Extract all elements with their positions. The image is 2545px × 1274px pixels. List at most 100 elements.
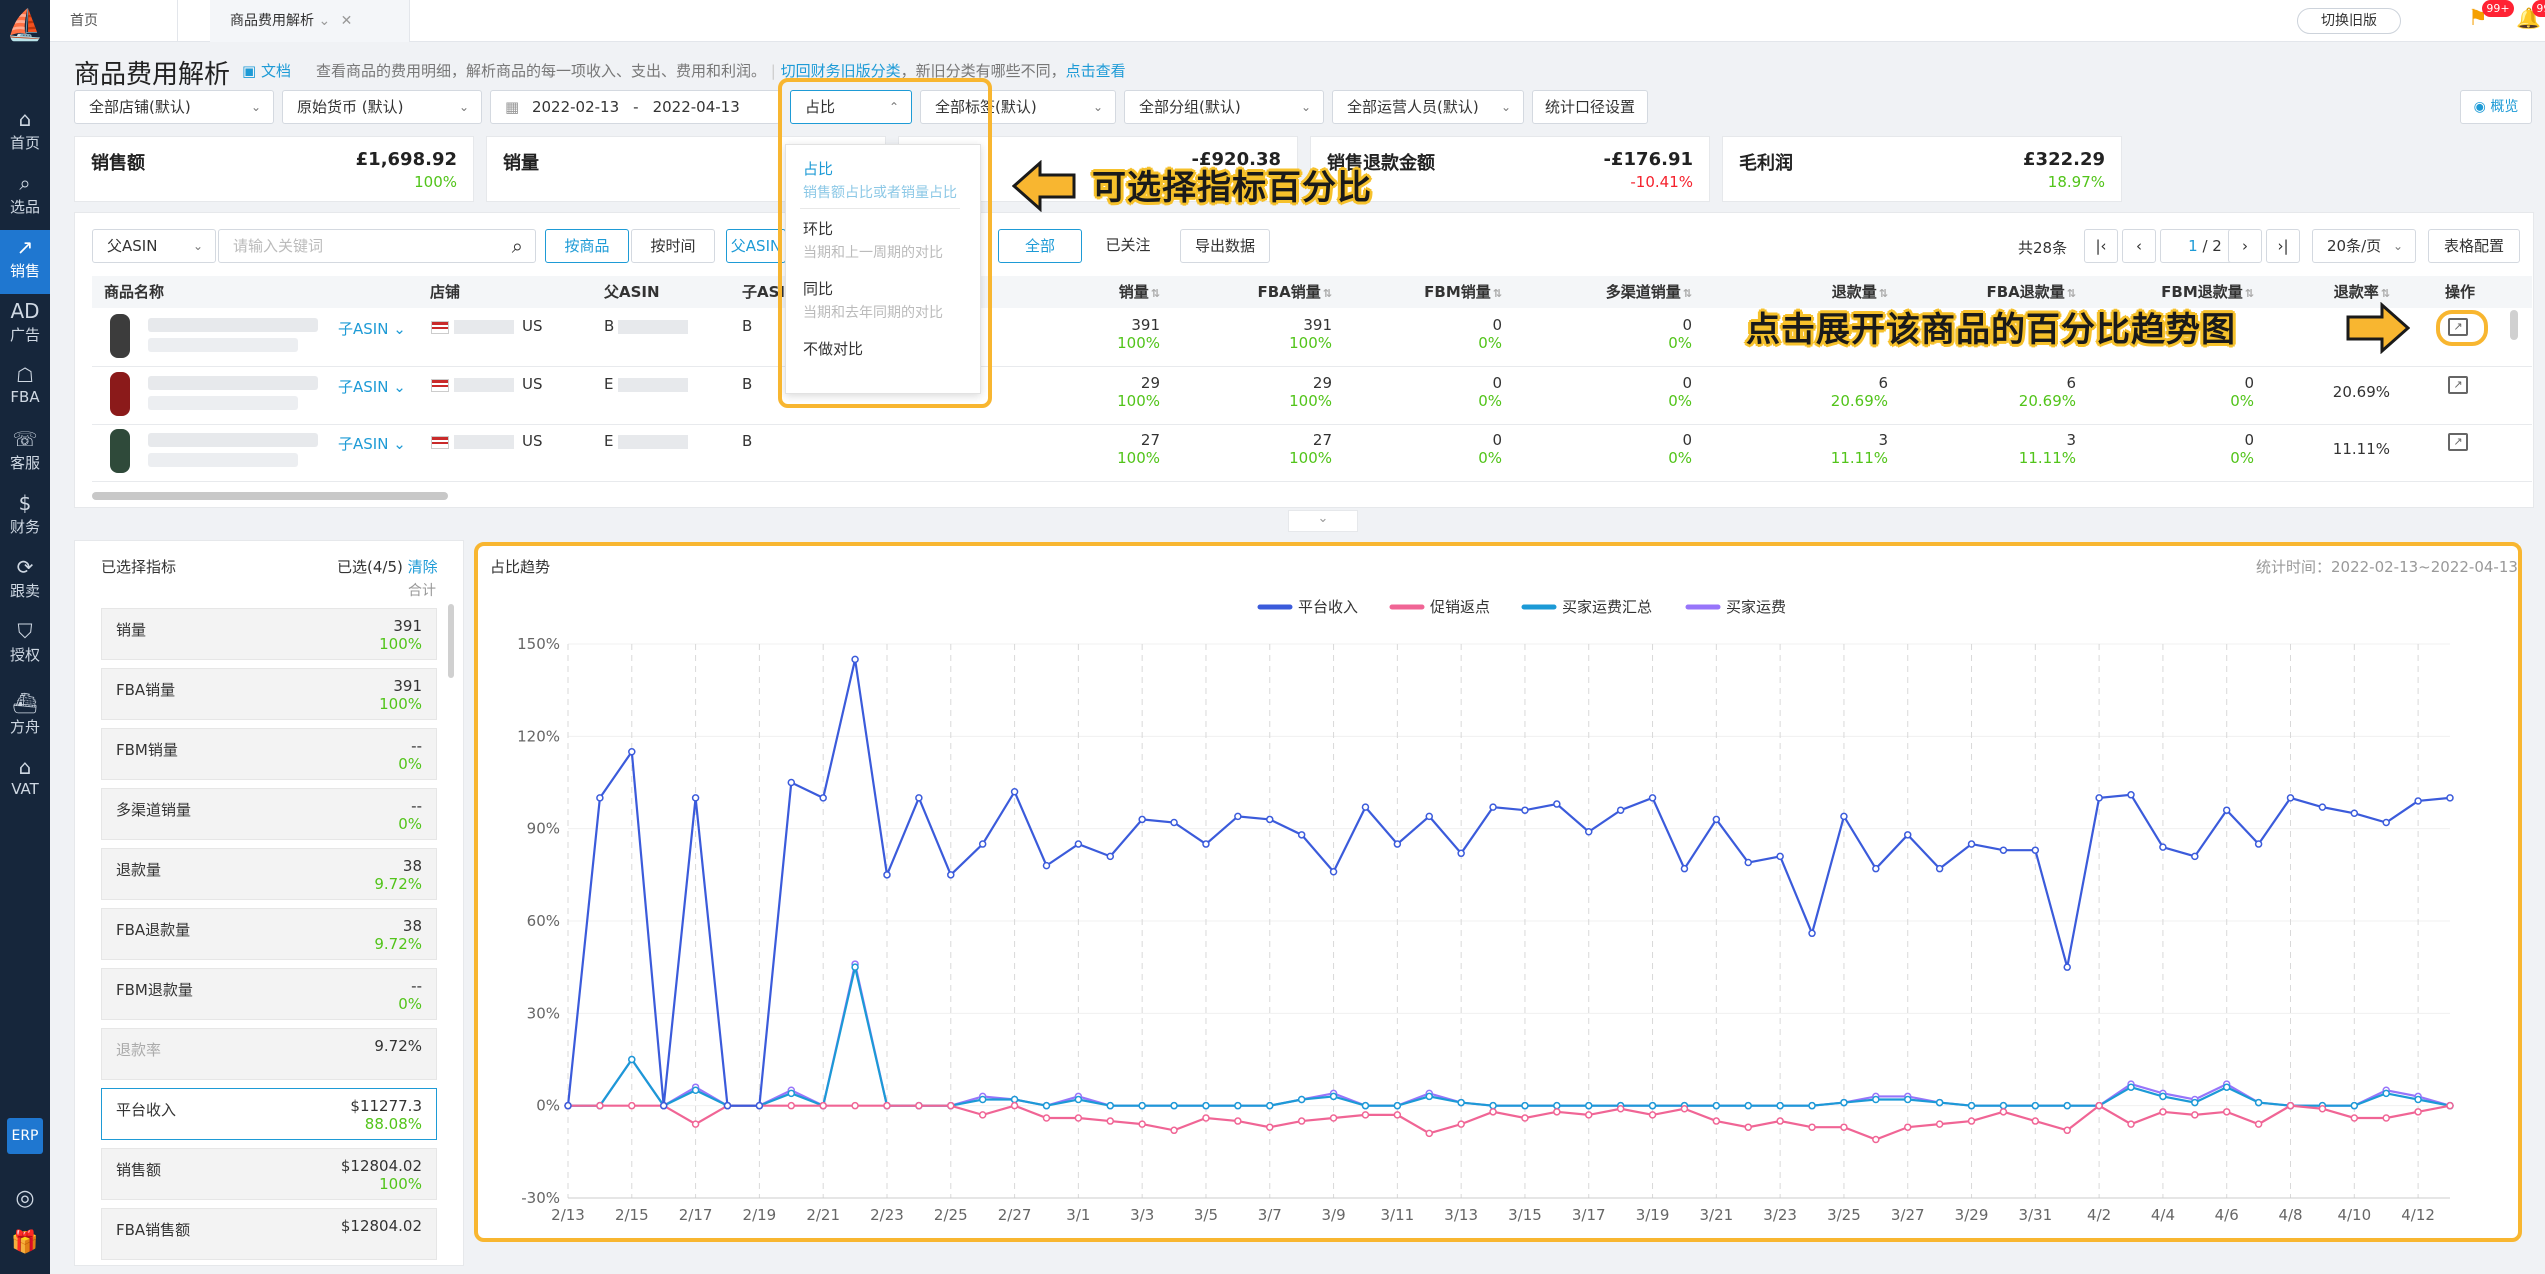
sort-icon[interactable]: ⇅ bbox=[1322, 287, 1332, 300]
data-point bbox=[1903, 831, 1912, 839]
sort-icon[interactable]: ⇅ bbox=[2244, 287, 2254, 300]
sidebar-item-vat[interactable]: ⌂ VAT bbox=[0, 750, 50, 814]
caliber-settings-button[interactable]: 统计口径设置 bbox=[1532, 90, 1648, 124]
sort-icon[interactable]: ⇅ bbox=[1682, 287, 1692, 300]
sort-icon[interactable]: ⇅ bbox=[2066, 287, 2076, 300]
prev-page-icon[interactable]: ‹ bbox=[2122, 229, 2156, 263]
data-point bbox=[1648, 1101, 1657, 1110]
legend-item[interactable]: 买家运费 bbox=[1685, 598, 1786, 616]
metric-item[interactable]: 销售额 $12804.02 100% bbox=[101, 1148, 437, 1200]
sidebar-item-finance[interactable]: $ 财务 bbox=[0, 486, 50, 550]
sort-icon[interactable]: ⇅ bbox=[1878, 287, 1888, 300]
last-page-icon[interactable]: ›| bbox=[2266, 229, 2300, 263]
vertical-scrollbar[interactable] bbox=[2510, 310, 2518, 340]
sidebar-item-ads[interactable]: AD 广告 bbox=[0, 294, 50, 358]
sort-icon[interactable]: ⇅ bbox=[1150, 287, 1160, 300]
legend-item[interactable]: 买家运费汇总 bbox=[1521, 598, 1652, 616]
column-header[interactable]: FBM退款量 ⇅ bbox=[2096, 276, 2254, 308]
sidebar-item-home[interactable]: ⌂ 首页 bbox=[0, 102, 50, 166]
collapse-toggle[interactable]: ⌄ bbox=[1288, 510, 1358, 532]
asin-type-select[interactable]: 父ASIN ⌄ bbox=[92, 229, 216, 263]
export-button[interactable]: 导出数据 bbox=[1180, 229, 1270, 263]
doc-link[interactable]: ▣ 文档 bbox=[242, 60, 291, 81]
sidebar-item-ark[interactable]: ⛴ 方舟 bbox=[0, 686, 50, 750]
compare-select[interactable]: 占比 ⌃ bbox=[790, 90, 912, 124]
metric-item[interactable]: 销量 391 100% bbox=[101, 608, 437, 660]
chevron-down-icon[interactable]: ⌄ bbox=[318, 13, 331, 29]
column-header[interactable]: 退款率 ⇅ bbox=[2274, 276, 2390, 308]
help-icon[interactable]: ◎ bbox=[15, 1186, 35, 1211]
sidebar-item-follow-sell[interactable]: ⟳ 跟卖 bbox=[0, 550, 50, 614]
search-icon[interactable]: ⌕ bbox=[511, 234, 523, 258]
gift-icon[interactable]: 🎁 bbox=[11, 1230, 39, 1255]
trend-chart-icon[interactable]: ↗ bbox=[2448, 433, 2468, 451]
overview-button[interactable]: ◉ 概览 bbox=[2460, 90, 2532, 124]
trend-chart-icon[interactable]: ↗ bbox=[2448, 376, 2468, 394]
clear-link[interactable]: 清除 bbox=[407, 558, 438, 576]
legend-item[interactable]: 平台收入 bbox=[1257, 598, 1358, 616]
followed-button[interactable]: 已关注 bbox=[1090, 229, 1166, 263]
metrics-scrollbar[interactable] bbox=[448, 604, 454, 678]
compare-option[interactable]: 占比 销售额占比或者销量占比 bbox=[803, 158, 975, 202]
tab-home[interactable]: 首页 bbox=[50, 0, 178, 42]
metric-item[interactable]: FBM退款量 -- 0% bbox=[101, 968, 437, 1020]
column-header[interactable]: 多渠道销量 ⇅ bbox=[1524, 276, 1692, 308]
column-header[interactable]: FBA退款量 ⇅ bbox=[1908, 276, 2076, 308]
close-icon[interactable]: ✕ bbox=[340, 13, 353, 29]
currency-select[interactable]: 原始货币 (默认) ⌄ bbox=[282, 90, 482, 124]
compare-option[interactable]: 不做对比 bbox=[803, 338, 975, 362]
metric-item[interactable]: FBA销量 391 100% bbox=[101, 668, 437, 720]
search-input[interactable]: 请输入关键词 ⌕ bbox=[218, 229, 536, 263]
metric-item[interactable]: FBM销量 -- 0% bbox=[101, 728, 437, 780]
column-header[interactable]: FBM销量 ⇅ bbox=[1352, 276, 1502, 308]
child-asin-link[interactable]: 子ASIN ⌄ bbox=[338, 376, 406, 397]
first-page-icon[interactable]: |‹ bbox=[2084, 229, 2118, 263]
column-header[interactable]: FBA销量 ⇅ bbox=[1180, 276, 1332, 308]
page-size-select[interactable]: 20条/页 ⌄ bbox=[2312, 229, 2416, 263]
groups-select[interactable]: 全部分组(默认) ⌄ bbox=[1124, 90, 1324, 124]
by-time-button[interactable]: 按时间 bbox=[631, 229, 715, 263]
logo-icon[interactable]: ⛵ bbox=[6, 8, 44, 43]
column-header[interactable]: 退款量 ⇅ bbox=[1712, 276, 1888, 308]
date-range-picker[interactable]: ▦ 2022-02-13-2022-04-13 bbox=[490, 90, 780, 124]
sidebar-item-fba[interactable]: ☖ FBA bbox=[0, 358, 50, 422]
next-page-icon[interactable]: › bbox=[2228, 229, 2262, 263]
legend-item[interactable]: 促销返点 bbox=[1389, 598, 1490, 616]
sidebar-item-sales[interactable]: ↗ 销售 bbox=[0, 230, 50, 294]
metric-value: $12804.02 bbox=[340, 1217, 422, 1235]
switch-old-category-link[interactable]: 切回财务旧版分类 bbox=[780, 62, 901, 80]
trend-chart-icon[interactable]: ↗ bbox=[2448, 318, 2468, 336]
child-asin-link[interactable]: 子ASIN ⌄ bbox=[338, 318, 406, 339]
metric-item[interactable]: 平台收入 $11277.3 88.08% bbox=[101, 1088, 437, 1140]
compare-option[interactable]: 环比 当期和上一周期的对比 bbox=[803, 218, 975, 262]
data-point bbox=[1361, 803, 1370, 811]
parent-asin-button[interactable]: 父ASIN bbox=[726, 229, 786, 263]
sort-icon[interactable]: ⇅ bbox=[1492, 287, 1502, 300]
metric-item[interactable]: 退款量 38 9.72% bbox=[101, 848, 437, 900]
sidebar-item-selection[interactable]: ⌕ 选品 bbox=[0, 166, 50, 230]
metric-percent: 100% bbox=[379, 1175, 422, 1193]
all-button[interactable]: 全部 bbox=[998, 229, 1082, 263]
tab-product-fee-analysis[interactable]: 商品费用解析 ⌄ ✕ bbox=[210, 0, 410, 42]
table-config-button[interactable]: 表格配置 bbox=[2428, 229, 2520, 263]
click-view-link[interactable]: 点击查看 bbox=[1065, 62, 1126, 80]
metric-item[interactable]: 退款率 9.72% bbox=[101, 1028, 437, 1080]
data-point bbox=[915, 1101, 923, 1110]
data-point bbox=[1266, 815, 1274, 824]
store-select[interactable]: 全部店铺(默认) ⌄ bbox=[74, 90, 274, 124]
compare-option[interactable]: 同比 当期和去年同期的对比 bbox=[803, 278, 975, 322]
metric-item[interactable]: FBA退款量 38 9.72% bbox=[101, 908, 437, 960]
operators-select[interactable]: 全部运营人员(默认) ⌄ bbox=[1332, 90, 1524, 124]
sidebar-item-service[interactable]: ☏ 客服 bbox=[0, 422, 50, 486]
switch-old-version-button[interactable]: 切换旧版 bbox=[2297, 8, 2401, 34]
by-product-button[interactable]: 按商品 bbox=[545, 229, 629, 263]
sidebar-item-auth[interactable]: ⛉ 授权 bbox=[0, 614, 50, 678]
sort-icon[interactable]: ⇅ bbox=[2380, 287, 2390, 300]
child-asin-link[interactable]: 子ASIN ⌄ bbox=[338, 433, 406, 454]
metric-item[interactable]: FBA销售额 $12804.02 bbox=[101, 1208, 437, 1260]
kpi-value: £322.29 bbox=[2023, 149, 2105, 170]
erp-button[interactable]: ERP bbox=[7, 1118, 43, 1154]
horizontal-scrollbar[interactable] bbox=[92, 492, 448, 500]
metric-item[interactable]: 多渠道销量 -- 0% bbox=[101, 788, 437, 840]
tags-select[interactable]: 全部标签(默认) ⌄ bbox=[920, 90, 1116, 124]
